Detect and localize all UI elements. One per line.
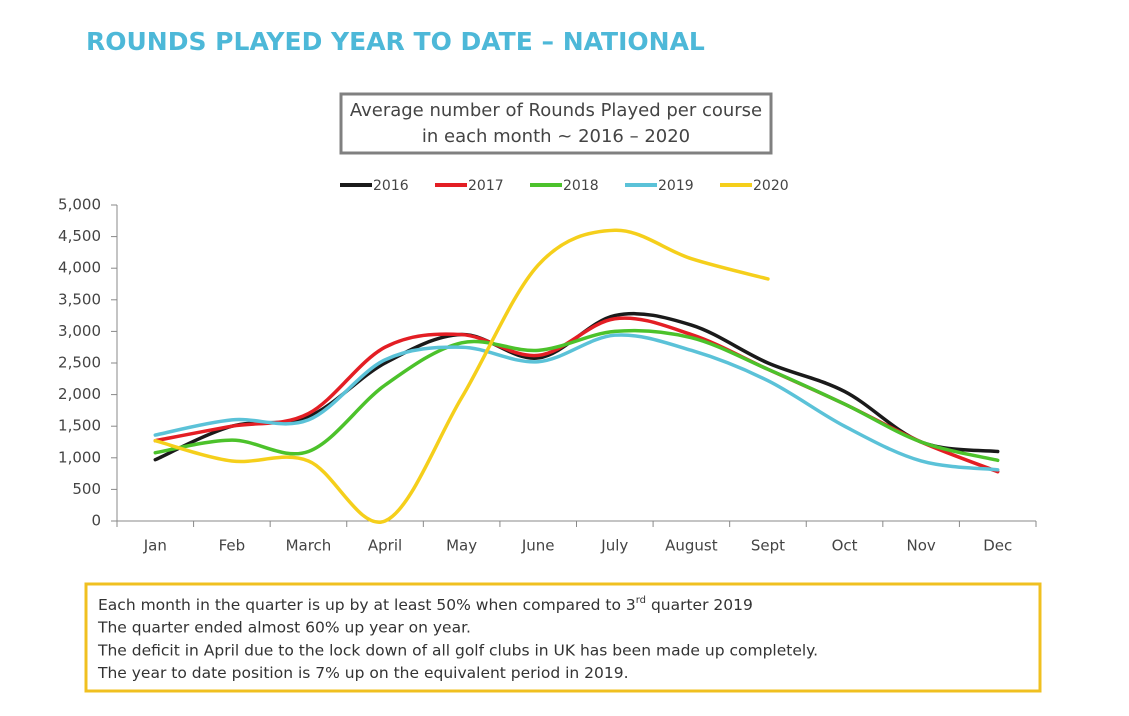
note-box xyxy=(84,582,1042,693)
x-tick-label: Sept xyxy=(751,537,785,555)
y-tick-label: 5,000 xyxy=(58,196,101,214)
note-text: The deficit in April due to the lock dow… xyxy=(97,641,818,659)
heading: ROUNDS PLAYED YEAR TO DATE – NATIONAL xyxy=(86,27,705,56)
superscript: rd xyxy=(636,595,646,606)
series-line xyxy=(153,328,1000,463)
legend-label: 2017 xyxy=(468,178,504,194)
note-line: The deficit in April due to the lock dow… xyxy=(97,641,818,659)
series-line xyxy=(153,228,770,524)
y-tick-label: 500 xyxy=(72,480,101,498)
note-text: The year to date position is 7% up on th… xyxy=(97,664,629,682)
note-line: The quarter ended almost 60% up year on … xyxy=(97,618,471,636)
series-line xyxy=(153,333,1000,472)
legend-label: 2019 xyxy=(658,178,694,194)
legend-label: 2018 xyxy=(563,178,599,194)
x-tick-label: March xyxy=(286,537,332,555)
x-tick-label: August xyxy=(665,537,718,555)
y-tick-label: 4,500 xyxy=(58,227,101,245)
x-tick-label: Feb xyxy=(219,537,246,555)
y-tick-label: 1,500 xyxy=(58,417,101,435)
note-text: quarter 2019 xyxy=(646,596,753,614)
x-tick-label: Nov xyxy=(906,537,935,555)
y-tick-label: 3,500 xyxy=(58,290,101,308)
x-tick-label: Dec xyxy=(983,537,1012,555)
x-tick-label: Oct xyxy=(832,537,858,555)
title-box xyxy=(339,92,773,155)
y-tick-label: 4,000 xyxy=(58,259,101,277)
x-tick-label: April xyxy=(368,537,402,555)
x-tick-label: June xyxy=(521,537,555,555)
y-tick-label: 1,000 xyxy=(58,448,101,466)
y-tick-label: 2,500 xyxy=(58,354,101,372)
legend-label: 2016 xyxy=(373,178,409,194)
x-tick-label: May xyxy=(446,537,477,555)
note-line: Each month in the quarter is up by at le… xyxy=(98,595,753,614)
note-text: Each month in the quarter is up by at le… xyxy=(98,596,636,614)
y-tick-label: 3,000 xyxy=(58,322,101,340)
legend-label: 2020 xyxy=(753,178,789,194)
y-tick-label: 0 xyxy=(91,512,101,530)
y-tick-label: 2,000 xyxy=(58,385,101,403)
x-tick-label: July xyxy=(600,537,628,555)
x-tick-label: Jan xyxy=(143,537,167,555)
chart-title: in each month ~ 2016 – 2020 xyxy=(422,126,690,147)
note-text: The quarter ended almost 60% up year on … xyxy=(97,618,471,636)
note-line: The year to date position is 7% up on th… xyxy=(97,664,629,682)
chart-title: Average number of Rounds Played per cour… xyxy=(350,100,762,121)
